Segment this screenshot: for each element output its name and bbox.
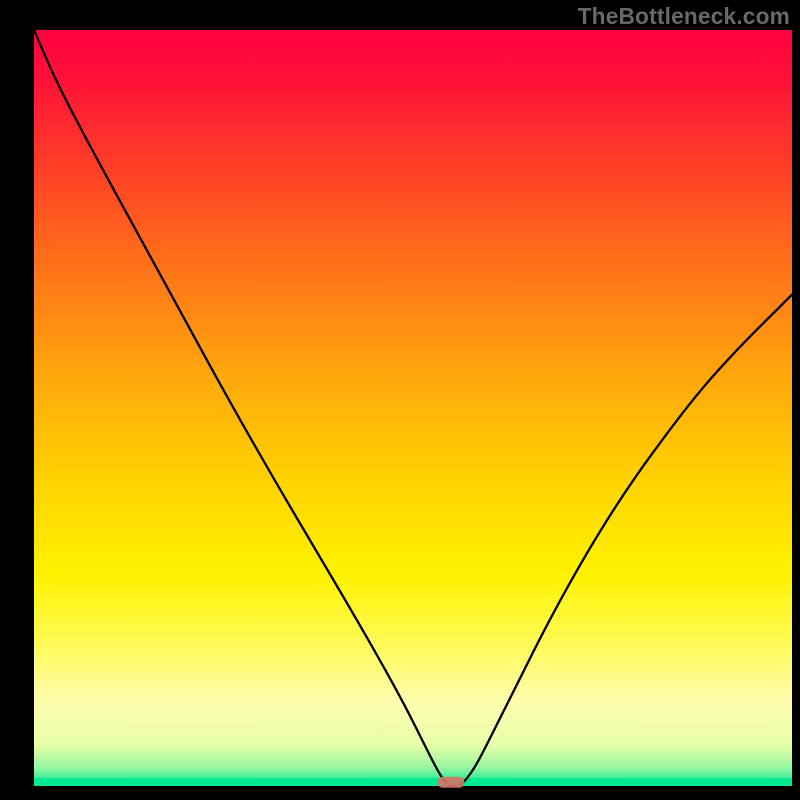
attribution-text: TheBottleneck.com (578, 3, 790, 30)
bottleneck-curve (34, 30, 792, 786)
plot-area (34, 30, 792, 786)
optimal-point-marker (437, 777, 464, 788)
chart-container: TheBottleneck.com (0, 0, 800, 800)
